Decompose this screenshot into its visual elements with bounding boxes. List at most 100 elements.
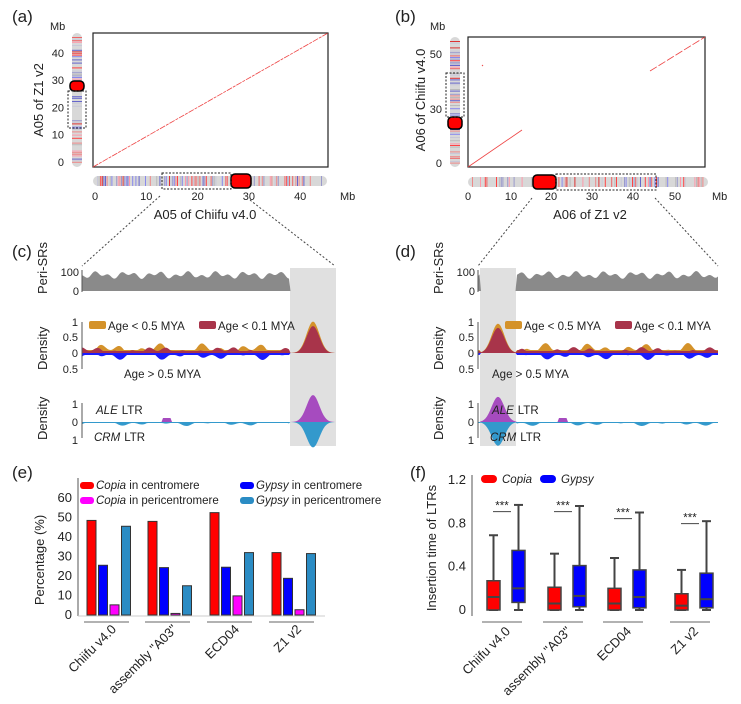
band [72, 59, 82, 61]
band [499, 177, 501, 187]
band [212, 176, 214, 186]
band [700, 177, 702, 187]
box [511, 549, 526, 604]
band [109, 176, 111, 186]
band [119, 176, 121, 186]
y-axis-label: A06 of Chiifu v4.0 [413, 49, 428, 152]
band [199, 176, 201, 186]
x-tick: ECD04 [594, 624, 634, 664]
pericentromere-box [161, 172, 232, 190]
y-tick: 50 [58, 510, 72, 525]
pericentromere-box [555, 173, 657, 191]
band [632, 177, 633, 187]
x-ticks: 0 10 20 30 40 [92, 191, 306, 203]
band [649, 177, 651, 187]
y-tick: 1 [468, 399, 474, 411]
legend-italic: Gypsy [256, 495, 290, 507]
band [297, 176, 298, 186]
legend-swatch [240, 482, 254, 489]
band [561, 177, 563, 187]
legend-italic: Copia [96, 480, 126, 492]
significance-label: *** [556, 501, 570, 513]
band [699, 177, 701, 187]
bar [244, 552, 254, 616]
y-unit: Mb [430, 21, 445, 33]
band [450, 137, 460, 138]
band [121, 176, 122, 186]
band [72, 120, 82, 122]
band [614, 177, 616, 187]
panel-label: (f) [410, 463, 426, 482]
peri-srs-area [478, 271, 718, 291]
band [295, 176, 297, 186]
band [636, 177, 638, 187]
legend-label: Age < 0.5 MYA [524, 321, 601, 333]
x-tick: Z1 v2 [271, 622, 305, 656]
y-unit: Mb [50, 21, 65, 33]
y-tick: 0 [468, 417, 474, 429]
y-tick: 0.5 [63, 332, 78, 344]
y-tick: 0.8 [448, 515, 466, 530]
y-tick: 30 [52, 75, 64, 87]
y-tick: 1.2 [448, 472, 466, 487]
centromere [532, 174, 557, 190]
bar [170, 612, 181, 616]
band [450, 63, 460, 65]
band [616, 177, 617, 187]
band [450, 42, 460, 44]
band [72, 49, 82, 51]
y-axis-label: Percentage (%) [32, 515, 47, 605]
y-ticks: 0 10 20 30 40 [52, 48, 64, 169]
band [630, 177, 632, 187]
ale-ltr-label: ALE LTR [491, 405, 539, 417]
band [450, 130, 460, 132]
centromere [447, 116, 463, 130]
band [301, 176, 303, 186]
band [202, 176, 204, 186]
band [72, 128, 82, 130]
band [72, 75, 82, 77]
band [72, 158, 82, 160]
band [172, 176, 174, 186]
y-axis-label: Density [431, 396, 446, 440]
band [261, 176, 263, 186]
ale-label: ALE [491, 405, 514, 417]
alignment-line [467, 129, 523, 168]
y-tick: 0 [73, 286, 79, 298]
box [674, 593, 689, 611]
band [450, 143, 460, 145]
band [696, 177, 697, 187]
band [697, 177, 699, 187]
bar [221, 566, 231, 616]
band [98, 176, 100, 186]
y-tick: 1 [468, 435, 474, 447]
y-ticks: 0 30 50 [430, 49, 442, 170]
band [450, 132, 460, 134]
band [103, 176, 105, 186]
ltr-suffix: LTR [518, 405, 539, 417]
band [72, 51, 82, 53]
legend-swatch [505, 321, 522, 329]
box [572, 564, 587, 608]
x-unit: Mb [712, 191, 727, 203]
band [169, 176, 170, 186]
band [170, 176, 172, 186]
band [72, 38, 82, 40]
band [269, 176, 271, 186]
crm-ltr-area [478, 422, 718, 446]
alignment-line [649, 36, 706, 72]
alignment-line [92, 32, 329, 168]
bar [86, 519, 97, 616]
bar [294, 609, 305, 616]
legend-italic: Gypsy [256, 480, 290, 492]
band [702, 177, 704, 187]
y-tick: 0.5 [459, 364, 474, 376]
x-tick: 30 [586, 191, 598, 203]
band [675, 177, 677, 187]
band [563, 177, 565, 187]
y-tick: 0 [436, 158, 442, 170]
legend-label: Copia in centromere [96, 480, 200, 492]
band [450, 50, 460, 52]
